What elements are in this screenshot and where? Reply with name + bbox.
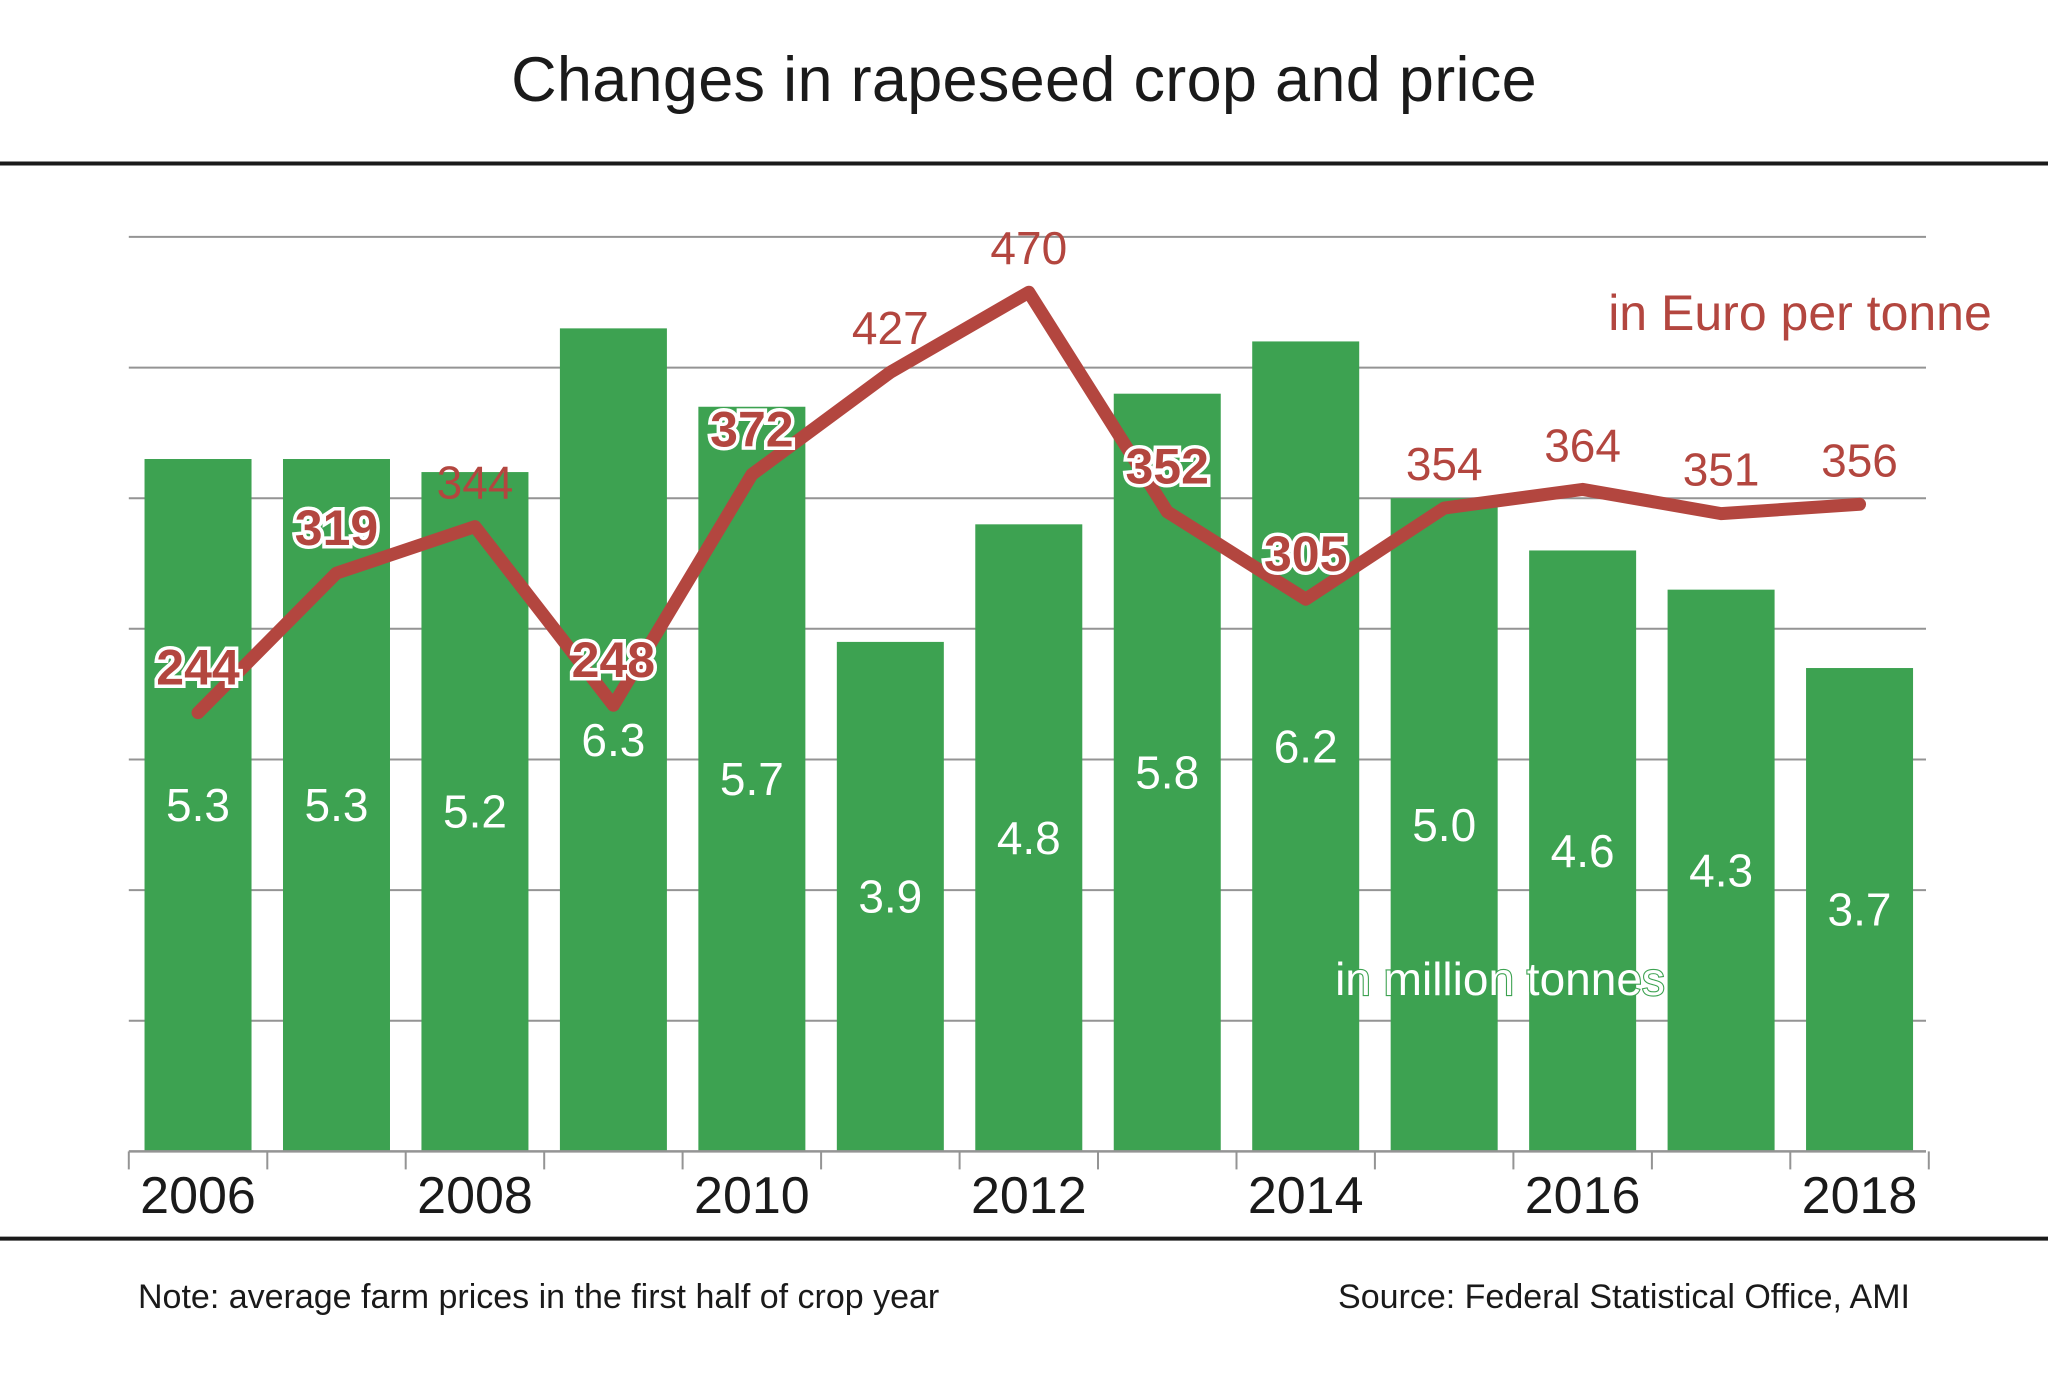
svg-text:364: 364 bbox=[1544, 419, 1621, 471]
svg-text:470: 470 bbox=[990, 222, 1067, 274]
svg-text:2014: 2014 bbox=[1248, 1167, 1364, 1225]
svg-text:3.9: 3.9 bbox=[858, 871, 922, 923]
svg-text:352: 352 bbox=[1125, 439, 1208, 495]
svg-text:305: 305 bbox=[1264, 526, 1347, 582]
svg-text:372: 372 bbox=[710, 402, 793, 458]
svg-text:5.3: 5.3 bbox=[166, 779, 230, 831]
svg-text:6.2: 6.2 bbox=[1274, 720, 1338, 772]
svg-text:319: 319 bbox=[295, 500, 378, 556]
svg-text:344: 344 bbox=[437, 457, 514, 509]
svg-text:5.8: 5.8 bbox=[1135, 747, 1199, 799]
svg-text:5.3: 5.3 bbox=[305, 779, 369, 831]
svg-text:351: 351 bbox=[1683, 444, 1760, 496]
svg-text:2012: 2012 bbox=[971, 1167, 1087, 1225]
svg-text:2008: 2008 bbox=[417, 1167, 533, 1225]
svg-text:356: 356 bbox=[1821, 434, 1898, 486]
svg-text:6.3: 6.3 bbox=[581, 714, 645, 766]
svg-text:in million tonnes: in million tonnes bbox=[1335, 953, 1665, 1005]
svg-text:244: 244 bbox=[156, 640, 240, 696]
svg-text:427: 427 bbox=[852, 302, 929, 354]
svg-text:4.3: 4.3 bbox=[1689, 845, 1753, 897]
svg-text:5.0: 5.0 bbox=[1412, 799, 1476, 851]
svg-text:3.7: 3.7 bbox=[1828, 884, 1892, 936]
svg-text:354: 354 bbox=[1406, 438, 1483, 490]
svg-text:2006: 2006 bbox=[140, 1167, 256, 1225]
svg-text:5.2: 5.2 bbox=[443, 786, 507, 838]
svg-text:4.8: 4.8 bbox=[997, 812, 1061, 864]
svg-text:4.6: 4.6 bbox=[1551, 825, 1615, 877]
svg-text:in Euro per tonne: in Euro per tonne bbox=[1608, 285, 1992, 341]
svg-text:2018: 2018 bbox=[1802, 1167, 1918, 1225]
svg-text:248: 248 bbox=[572, 632, 655, 688]
svg-text:5.7: 5.7 bbox=[720, 753, 784, 805]
svg-text:2016: 2016 bbox=[1525, 1167, 1641, 1225]
svg-text:2010: 2010 bbox=[694, 1167, 810, 1225]
